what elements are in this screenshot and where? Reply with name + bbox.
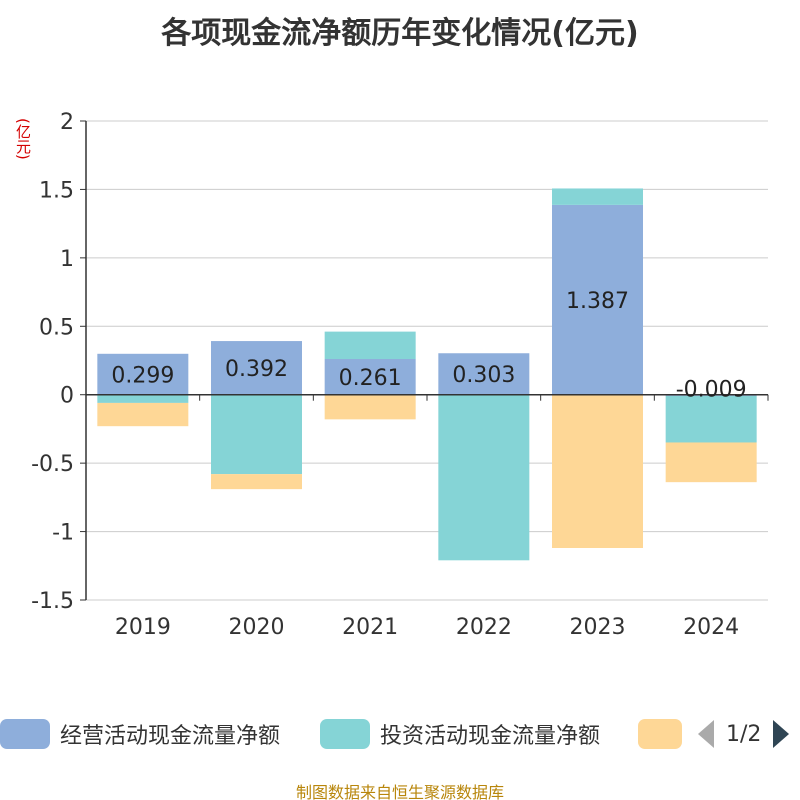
x-tick-label: 2022	[456, 615, 512, 640]
legend: 经营活动现金流量净额 投资活动现金流量净额 1/2	[0, 716, 800, 756]
legend-swatch-investing	[320, 719, 370, 749]
bar-operating-2022	[438, 353, 530, 395]
legend-item-operating[interactable]: 经营活动现金流量净额	[0, 716, 280, 752]
legend-prev-page-icon[interactable]	[698, 720, 714, 748]
y-axis-unit-label: (亿元)	[14, 118, 32, 160]
bar-investing-2020	[211, 394, 302, 475]
legend-item-third[interactable]	[638, 716, 692, 752]
legend-label-operating: 经营活动现金流量净额	[60, 724, 281, 749]
data-label: 0.392	[225, 357, 288, 382]
bar-investing-2019	[97, 394, 189, 403]
bar-operating-2021	[324, 358, 416, 395]
bar-chart: -1.5 -1 -0.5 0 0.5 1 1.5 2 2019 2020 2021 2022 2023 2…	[31, 110, 769, 640]
legend-page-indicator: 1/2	[726, 721, 762, 747]
bar-investing-2022	[438, 394, 530, 561]
data-label: 0.299	[111, 363, 174, 388]
bar-investing-2024	[665, 395, 757, 443]
bar-financing-2023	[552, 394, 643, 548]
data-label: -0.009	[676, 378, 747, 403]
x-tick-label: 2023	[570, 615, 626, 640]
legend-next-page-icon[interactable]	[773, 720, 790, 748]
y-tick-label: 0	[60, 384, 74, 409]
legend-pager: 1/2	[698, 716, 790, 752]
bar-financing-2020	[211, 474, 302, 490]
y-tick-label: -0.5	[31, 452, 74, 477]
data-source-note: 制图数据来自恒生聚源数据库	[295, 783, 504, 800]
data-label: 1.387	[566, 289, 629, 314]
legend-label-investing: 投资活动现金流量净额	[380, 724, 601, 749]
legend-swatch-third	[638, 719, 682, 749]
x-tick-label: 2019	[115, 615, 171, 640]
legend-item-investing[interactable]: 投资活动现金流量净额	[320, 716, 600, 752]
x-tick-label: 2020	[229, 615, 285, 640]
legend-swatch-operating	[0, 719, 50, 749]
y-tick-label: -1.5	[31, 589, 74, 614]
y-tick-label: 0.5	[39, 315, 74, 340]
data-label: 0.261	[339, 366, 402, 391]
bar-financing-2024	[665, 442, 757, 483]
data-label: 0.303	[452, 363, 515, 388]
x-tick-label: 2021	[342, 615, 398, 640]
x-tick-label: 2024	[683, 615, 739, 640]
chart-title: 各项现金流净额历年变化情况(亿元)	[161, 16, 639, 51]
bar-operating-2019	[97, 353, 189, 395]
bar-financing-2019	[97, 402, 189, 427]
bar-operating-2023	[552, 204, 643, 395]
bar-operating-2020	[211, 341, 302, 395]
y-tick-label: 1	[60, 247, 74, 272]
bar-financing-2021	[324, 394, 416, 420]
bar-investing-2021	[324, 331, 416, 359]
y-tick-label: -1	[52, 521, 74, 546]
y-tick-label: 1.5	[39, 178, 74, 203]
y-tick-label: 2	[60, 110, 74, 135]
bar-investing-2023	[552, 188, 643, 205]
